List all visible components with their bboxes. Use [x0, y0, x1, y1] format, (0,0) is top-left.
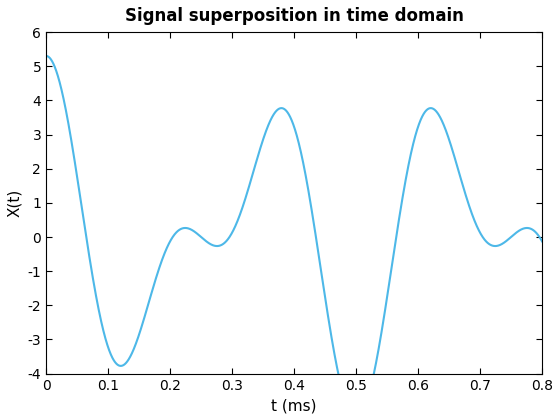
Y-axis label: X(t): X(t) — [7, 189, 22, 217]
Title: Signal superposition in time domain: Signal superposition in time domain — [125, 7, 464, 25]
X-axis label: t (ms): t (ms) — [272, 398, 317, 413]
